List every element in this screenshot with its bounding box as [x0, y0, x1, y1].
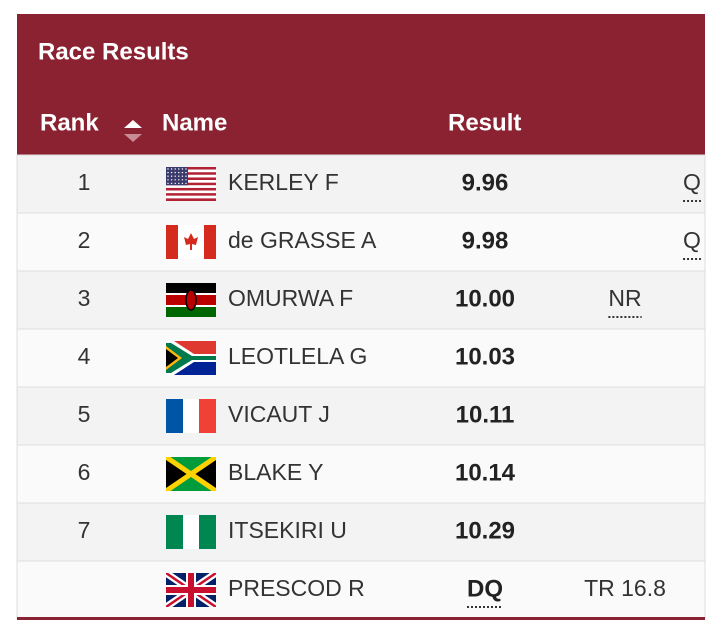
table-title: Race Results — [38, 38, 189, 65]
result-cell: 10.29 — [455, 517, 515, 544]
table-row — [16, 386, 706, 446]
rank-header[interactable]: Rank — [40, 109, 99, 136]
name-cell: PRESCOD R — [228, 575, 365, 601]
flag-icon — [166, 167, 216, 201]
name-cell: ITSEKIRI U — [228, 517, 347, 543]
rank-cell: 3 — [78, 285, 91, 311]
qualification-cell[interactable]: Q — [683, 169, 701, 195]
flag-icon — [166, 515, 216, 549]
name-cell: KERLEY F — [228, 169, 339, 195]
name-cell: de GRASSE A — [228, 227, 377, 253]
name-cell: LEOTLELA G — [228, 343, 367, 369]
name-cell: BLAKE Y — [228, 459, 323, 485]
name-cell: VICAUT J — [228, 401, 330, 427]
result-cell: 9.98 — [462, 227, 509, 254]
result-cell: DQ — [467, 575, 503, 602]
table-row — [16, 502, 706, 562]
flag-icon — [166, 341, 216, 375]
flag-icon — [166, 399, 216, 433]
flag-icon — [166, 457, 216, 491]
rank-cell: 4 — [78, 343, 91, 369]
table-body: 1 KERLEY F 9.96 Q 2 de GRASSE A 9.98 Q 3 OMURWA F… — [16, 154, 706, 620]
qualification-cell[interactable]: Q — [683, 227, 701, 253]
table-row — [16, 560, 706, 620]
table-row — [16, 328, 706, 388]
flag-icon — [166, 283, 216, 317]
rank-cell: 5 — [78, 401, 91, 427]
rank-cell: 7 — [78, 517, 91, 543]
table-row — [16, 154, 706, 214]
result-cell: 10.00 — [455, 285, 515, 312]
table-row — [16, 444, 706, 504]
sort-icon[interactable] — [124, 120, 142, 142]
result-cell: 9.96 — [462, 169, 509, 196]
name-cell: OMURWA F — [228, 285, 353, 311]
bottom-border — [17, 617, 705, 620]
flag-icon — [166, 225, 216, 259]
header-band — [17, 14, 705, 155]
rank-cell: 1 — [78, 169, 91, 195]
rank-cell: 6 — [78, 459, 91, 485]
result-cell: 10.14 — [455, 459, 516, 486]
result-cell: 10.03 — [455, 343, 515, 370]
result-cell: 10.11 — [456, 401, 515, 428]
note-cell[interactable]: NR — [608, 285, 641, 311]
result-header[interactable]: Result — [448, 109, 521, 136]
note-cell: TR 16.8 — [584, 575, 666, 601]
rank-cell: 2 — [78, 227, 91, 253]
table-row — [16, 270, 706, 330]
table-row — [16, 212, 706, 272]
flag-icon — [166, 573, 216, 607]
name-header[interactable]: Name — [162, 109, 227, 136]
